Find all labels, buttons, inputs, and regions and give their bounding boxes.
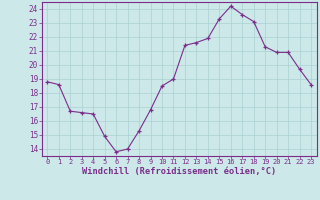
X-axis label: Windchill (Refroidissement éolien,°C): Windchill (Refroidissement éolien,°C) — [82, 167, 276, 176]
